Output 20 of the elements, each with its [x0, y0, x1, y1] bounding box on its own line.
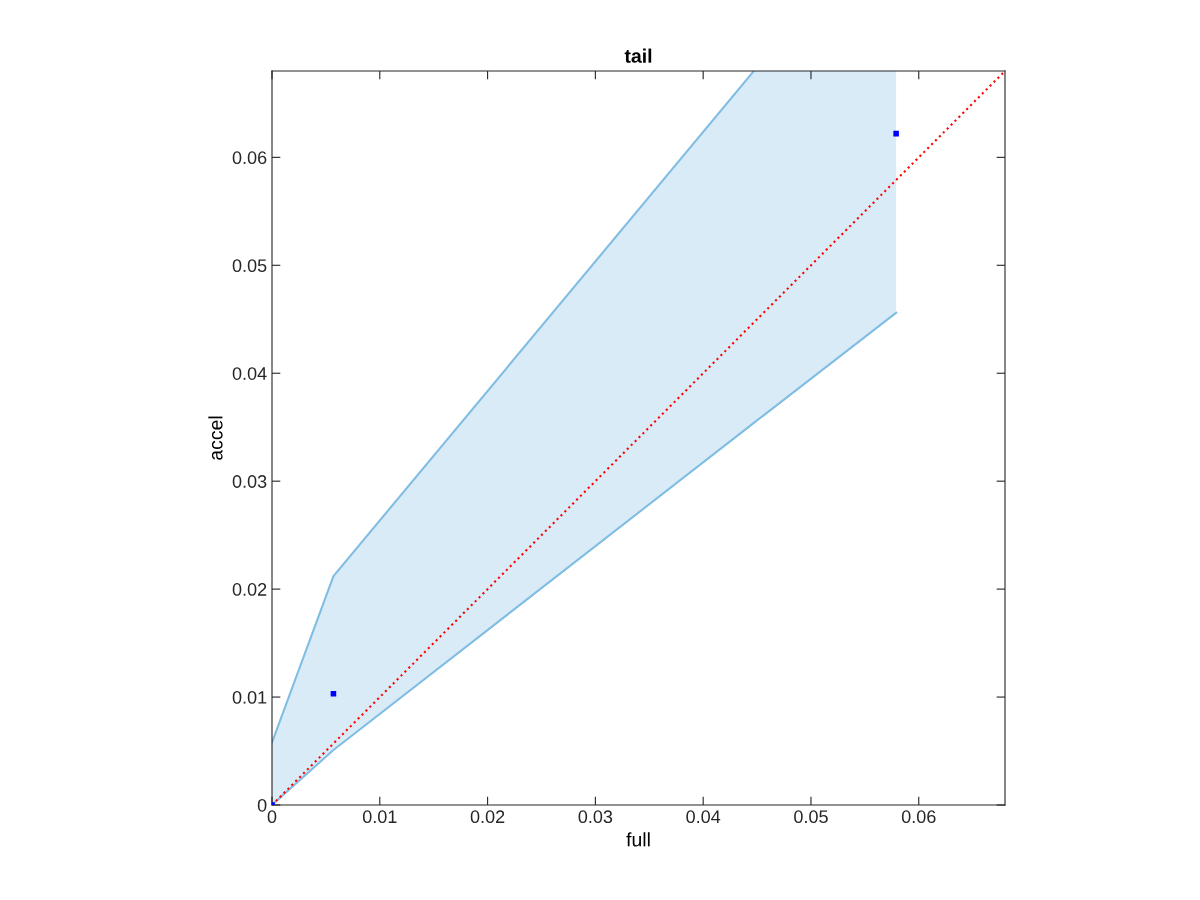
x-tick-label: 0.02 [470, 810, 505, 824]
y-tick-label: 0.06 [232, 151, 267, 165]
line-series [272, 311, 898, 805]
x-tick-label: 0.06 [901, 810, 936, 824]
y-tick-label: 0 [257, 798, 267, 812]
x-tick-label: 0.01 [362, 810, 397, 824]
y-tick-label: 0.01 [232, 690, 267, 704]
point [893, 130, 899, 137]
y-axis-title: accel [208, 416, 223, 460]
x-tick-label: 0.04 [686, 810, 721, 824]
y-tick-label: 0.05 [232, 259, 267, 273]
x-tick-label: 0.03 [578, 810, 613, 824]
chart-title: tail [624, 48, 652, 63]
point [330, 691, 337, 697]
x-tick-label: 0.05 [794, 810, 828, 824]
y-tick-label: 0.03 [232, 475, 267, 488]
x-tick-label: 0 [267, 810, 277, 824]
x-axis-title: full [626, 832, 650, 847]
y-tick-label: 0.02 [232, 583, 267, 596]
y-tick-label: 0.04 [232, 367, 267, 380]
